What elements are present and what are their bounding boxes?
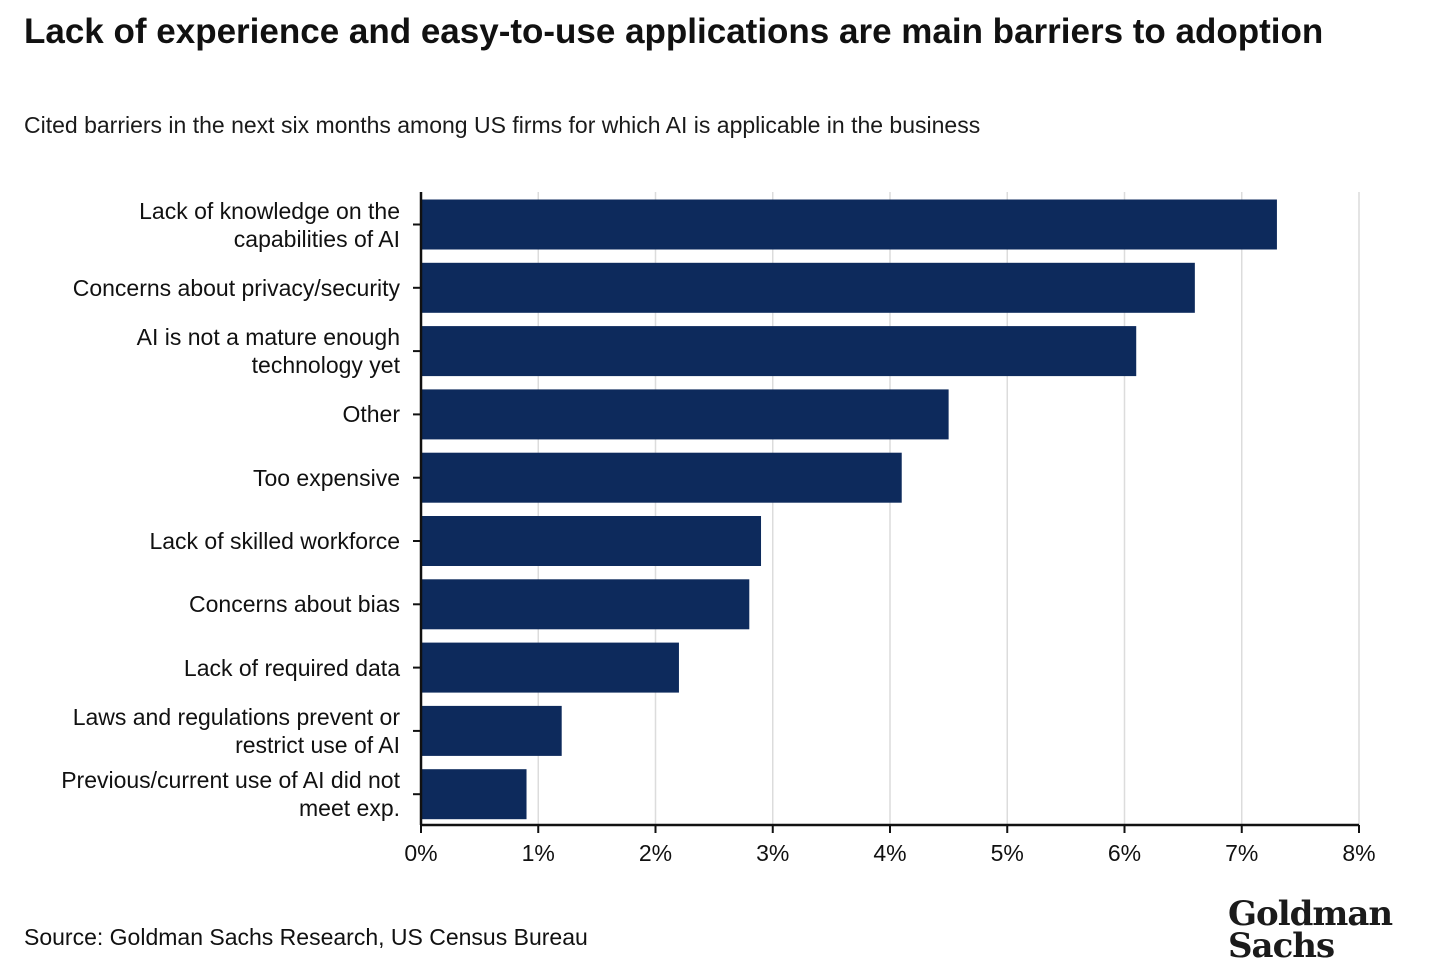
category-label-line: Lack of knowledge on the — [139, 197, 400, 224]
bar — [421, 389, 949, 440]
x-tick-label: 3% — [756, 840, 789, 866]
category-label: Lack of knowledge on the capabilities of … — [0, 197, 400, 253]
category-label: Lack of required data — [0, 654, 400, 682]
category-label-line: Previous/current use of AI did not — [61, 767, 400, 794]
category-label-line: Other — [342, 401, 400, 428]
bar — [421, 579, 750, 630]
bar — [421, 452, 902, 503]
x-tick-label: 7% — [1225, 840, 1258, 866]
x-tick-label: 6% — [1108, 840, 1141, 866]
category-label: Lack of skilled workforce — [0, 527, 400, 555]
bar — [421, 769, 527, 820]
x-tick-label: 8% — [1342, 840, 1375, 866]
category-label-line: meet exp. — [299, 795, 400, 822]
category-label-line: technology yet — [251, 352, 400, 379]
category-label: AI is not a mature enough technology yet — [0, 323, 400, 379]
category-label-line: Lack of skilled workforce — [149, 528, 400, 554]
category-label: Other — [0, 400, 400, 428]
x-tick-label: 4% — [873, 840, 906, 866]
category-label: Previous/current use of AI did not meet e… — [0, 766, 400, 822]
category-label: Concerns about privacy/security — [0, 274, 400, 302]
chart-subtitle: Cited barriers in the next six months am… — [24, 112, 981, 138]
category-label-line: restrict use of AI — [235, 731, 400, 758]
x-tick-label: 5% — [991, 840, 1024, 866]
bar — [421, 516, 762, 566]
category-label: Concerns about bias — [0, 590, 400, 618]
category-label-line: Concerns about bias — [189, 591, 400, 618]
category-label-line: AI is not a mature enough — [136, 324, 400, 351]
category-label: Laws and regulations prevent or restrict … — [0, 703, 400, 759]
goldman-sachs-logo: Goldman Sachs — [1228, 894, 1393, 966]
bar — [421, 642, 679, 693]
bar — [421, 326, 1137, 377]
bar — [421, 262, 1195, 313]
category-label-line: Too expensive — [252, 464, 400, 491]
category-label: Too expensive — [0, 464, 400, 492]
logo-line-2: Sachs — [1228, 926, 1335, 966]
source-note: Source: Goldman Sachs Research, US Censu… — [24, 924, 588, 950]
category-label-line: Laws and regulations prevent or — [72, 703, 400, 730]
x-tick-label: 1% — [522, 840, 555, 866]
category-label-line: Concerns about privacy/security — [72, 274, 400, 301]
bar — [421, 705, 562, 756]
x-tick-label: 2% — [639, 840, 672, 866]
category-label-line: Lack of required data — [183, 654, 400, 681]
logo-line-1: Goldman — [1228, 894, 1393, 934]
chart-title: Lack of experience and easy-to-use appli… — [24, 12, 1324, 51]
category-label-line: capabilities of AI — [233, 225, 400, 252]
x-tick-label: 0% — [404, 840, 437, 866]
bar — [421, 199, 1277, 250]
